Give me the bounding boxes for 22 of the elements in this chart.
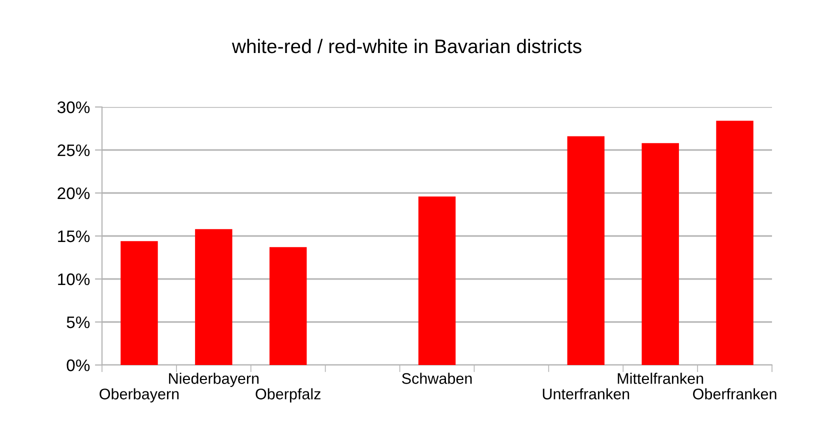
bar <box>642 143 679 365</box>
x-tick-label: Oberfranken <box>693 388 776 400</box>
x-tick-label: Schwaben <box>402 372 472 384</box>
bar <box>418 196 456 365</box>
x-tick-label: Oberbayern <box>100 388 179 402</box>
y-tick-label: 10% <box>58 273 90 286</box>
x-tick-label: Oberpfalz <box>256 388 320 402</box>
x-tick-label: Mittelfranken <box>618 372 704 384</box>
x-tick-label: Niederbayern <box>169 372 259 387</box>
chart-title: white-red / red-white in Bavarian districts <box>232 38 582 54</box>
bar <box>270 247 307 365</box>
bar <box>120 241 158 365</box>
y-tick-label: 5% <box>66 316 90 328</box>
bar <box>567 136 604 365</box>
y-tick-label: 30% <box>57 101 90 114</box>
bar <box>195 229 232 365</box>
bar <box>716 120 754 365</box>
y-tick-label: 25% <box>58 144 90 156</box>
y-tick-label: 15% <box>58 230 90 242</box>
x-tick-label: Unterfranken <box>542 388 630 400</box>
y-tick-label: 20% <box>58 187 90 200</box>
y-tick-label: 0% <box>66 359 90 372</box>
